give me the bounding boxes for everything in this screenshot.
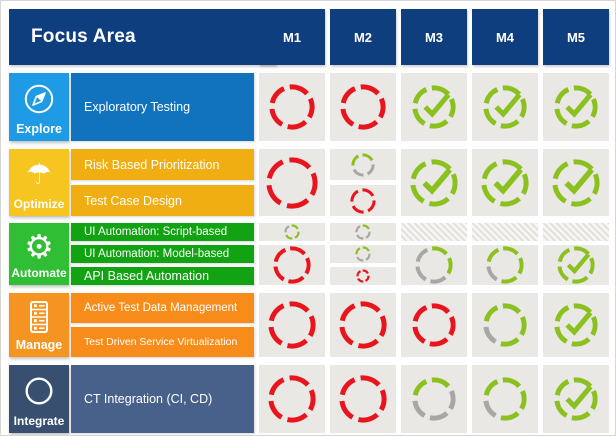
cell-integrate-m2: [330, 365, 396, 433]
row-label-manage-0: Active Test Data Management: [71, 293, 254, 323]
progress-ring-icon: [355, 246, 371, 262]
cell-automate-m1-1: [259, 223, 325, 241]
cell-optimize-m3: [401, 149, 467, 216]
green-check-ring-icon: [554, 303, 598, 347]
green-check-ring-icon: [557, 246, 595, 284]
row-label-optimize-0: Risk Based Prioritization: [71, 149, 254, 180]
milestone-label: M4: [495, 29, 515, 45]
umbrella-icon: ☂: [26, 157, 52, 191]
cell-explore-m3: [401, 73, 467, 141]
milestone-header-m3: M3: [401, 9, 467, 65]
red-dashed-ring-icon: [273, 246, 311, 284]
cell-integrate-m3: [401, 365, 467, 433]
group-explore-label: Explore: [16, 122, 62, 136]
cell-automate-m2-2: [330, 245, 396, 263]
cell-explore-m1: [259, 73, 325, 141]
cell-automate-m1-2: [259, 245, 325, 285]
cell-explore-m2: [330, 73, 396, 141]
milestone-label: M1: [282, 29, 302, 45]
compass-icon: [21, 73, 57, 122]
red-dashed-ring-icon: [340, 84, 386, 130]
server-list-icon: [22, 293, 56, 338]
group-integrate-block: Integrate: [9, 365, 69, 433]
green-check-ring-icon: [483, 85, 527, 129]
focus-area-header: Focus Area: [9, 9, 276, 65]
milestone-header-m2: M2: [330, 9, 396, 65]
milestone-label: M3: [424, 29, 444, 45]
cell-manage-m5: [543, 293, 609, 357]
red-dashed-ring-icon: [266, 156, 318, 209]
progress-ring-icon: [486, 246, 524, 284]
cell-automate-m2-3: [330, 267, 396, 285]
cell-explore-m4: [472, 73, 538, 141]
row-label-automate-0: UI Automation: Script-based: [71, 223, 254, 241]
cell-optimize-m5: [543, 149, 609, 216]
cell-explore-m5: [543, 73, 609, 141]
group-manage-label: Manage: [15, 338, 63, 352]
progress-ring-icon: [483, 303, 527, 347]
circle-icon: [22, 365, 56, 414]
progress-ring-icon: [355, 224, 371, 240]
gear-icon: ⚙: [24, 226, 54, 266]
group-manage-block: Manage: [9, 293, 69, 357]
group-explore-block: Explore: [9, 73, 69, 141]
green-check-ring-icon: [410, 158, 458, 207]
red-dashed-ring-icon: [356, 269, 370, 283]
green-check-ring-icon: [481, 158, 529, 207]
cell-optimize-m4: [472, 149, 538, 216]
green-check-ring-icon: [554, 377, 598, 421]
cell-manage-m3: [401, 293, 467, 357]
milestone-label: M2: [353, 29, 373, 45]
red-dashed-ring-icon: [339, 375, 387, 423]
cell-optimize-m2-2: [330, 185, 396, 216]
cell-automate-m3-1: [401, 223, 467, 241]
progress-ring-icon: [412, 377, 456, 421]
row-label-automate-1: UI Automation: Model-based: [71, 245, 254, 263]
row-label-integrate-0: CT Integration (CI, CD): [71, 365, 254, 433]
cell-integrate-m5: [543, 365, 609, 433]
red-dashed-ring-icon: [339, 301, 387, 349]
cell-optimize-m1: [259, 149, 325, 216]
group-optimize-block: ☂ Optimize: [9, 149, 69, 216]
red-dashed-ring-icon: [268, 375, 316, 423]
cell-automate-m2-1: [330, 223, 396, 241]
milestone-header-m5: M5: [543, 9, 609, 65]
focus-area-title: Focus Area: [31, 26, 136, 47]
cell-optimize-m2-1: [330, 149, 396, 180]
cell-automate-m4-2: [472, 245, 538, 285]
group-automate-block: ⚙ Automate: [9, 223, 69, 285]
green-check-ring-icon: [552, 158, 600, 207]
cell-manage-m4: [472, 293, 538, 357]
cell-automate-m5-1: [543, 223, 609, 241]
row-label-optimize-1: Test Case Design: [71, 185, 254, 216]
row-label-explore-0: Exploratory Testing: [71, 73, 254, 141]
progress-ring-icon: [415, 246, 453, 284]
green-check-ring-icon: [412, 85, 456, 129]
progress-ring-icon: [351, 152, 375, 177]
cell-manage-m1: [259, 293, 325, 357]
red-dashed-ring-icon: [268, 301, 316, 349]
red-dashed-ring-icon: [269, 84, 315, 130]
cell-automate-m4-1: [472, 223, 538, 241]
progress-ring-icon: [483, 377, 527, 421]
cell-automate-m3-2: [401, 245, 467, 285]
red-dashed-ring-icon: [350, 187, 376, 214]
row-label-manage-1: Test Driven Service Virtualization: [71, 327, 254, 357]
cell-manage-m2: [330, 293, 396, 357]
group-integrate-label: Integrate: [13, 414, 65, 428]
row-label-automate-2: API Based Automation: [71, 267, 254, 285]
milestone-header-m1: M1: [259, 9, 325, 65]
red-dashed-ring-icon: [412, 303, 456, 347]
milestone-header-m4: M4: [472, 9, 538, 65]
cell-integrate-m4: [472, 365, 538, 433]
green-check-ring-icon: [554, 85, 598, 129]
milestone-label: M5: [566, 29, 586, 45]
group-optimize-label: Optimize: [13, 197, 65, 211]
cell-integrate-m1: [259, 365, 325, 433]
progress-ring-icon: [284, 224, 300, 240]
cell-automate-m5-2: [543, 245, 609, 285]
group-automate-label: Automate: [11, 266, 67, 280]
